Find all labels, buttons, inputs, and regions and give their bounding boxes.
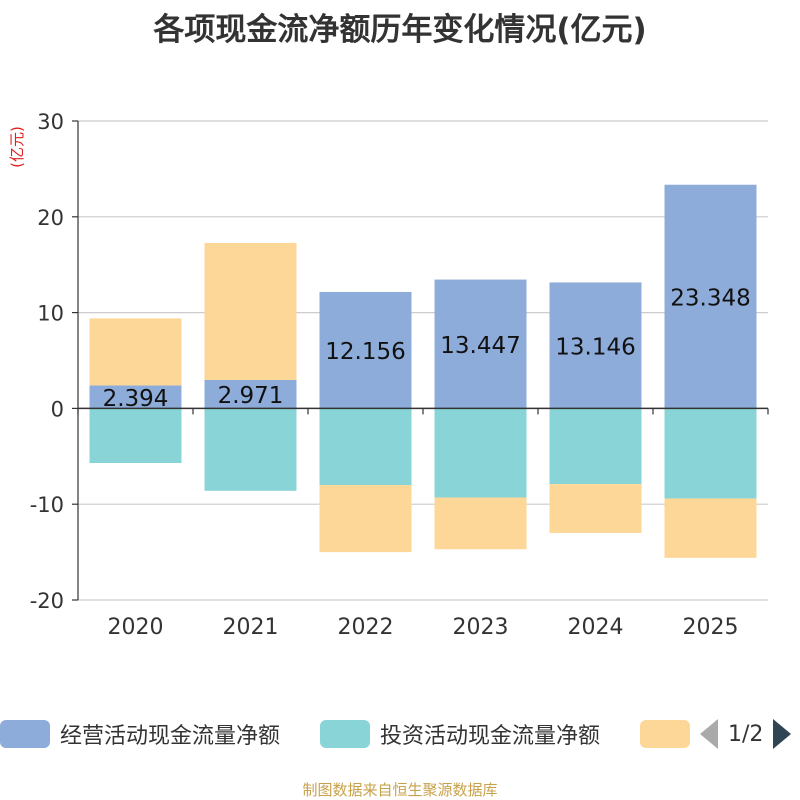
y-tick-label: 30 [37,110,64,134]
y-tick-label: 20 [37,206,64,230]
x-tick-label: 2021 [223,615,279,640]
legend-label-operating: 经营活动现金流量净额 [60,724,281,749]
data-label: 12.156 [325,339,405,365]
bar-investing [549,408,642,485]
bar-operating [89,385,182,409]
y-tick-label: -10 [30,493,64,517]
bar-investing [434,408,527,498]
bar-operating [664,184,757,409]
bar-investing [319,408,412,486]
bar-operating [204,379,297,409]
data-label: 2.971 [218,383,284,409]
y-tick-label: 0 [51,397,64,421]
legend-item-investing[interactable]: 投资活动现金流量净额 [320,716,600,752]
chart-plot: 30 20 10 0 -10 -20 (亿元) 2.394 2.971 12.156 13.447 1… [8,110,769,640]
bar-operating [549,282,642,409]
legend-item-operating[interactable]: 经营活动现金流量净额 [0,716,280,752]
x-tick-label: 2022 [338,615,394,640]
data-label: 13.146 [555,334,635,360]
chart-title: 各项现金流净额历年变化情况(亿元) [153,12,647,48]
bar-financing [434,497,527,550]
x-tick-label: 2025 [683,615,739,640]
legend: 经营活动现金流量净额 投资活动现金流量净额 1/2 [0,716,800,756]
bar-financing [549,484,642,533]
pager-text: 1/2 [728,721,764,747]
legend-label-investing: 投资活动现金流量净额 [380,724,601,749]
y-axis-label: (亿元) [8,126,26,168]
bar-financing [664,498,757,558]
bar-financing [204,242,297,380]
source-note: 制图数据来自恒生聚源数据库 [302,781,498,799]
y-tick-label: -20 [30,589,64,613]
x-tick-label: 2020 [108,615,164,640]
legend-swatch-financing [640,720,690,748]
data-label: 2.394 [103,386,169,412]
data-label: 23.348 [670,286,750,312]
bar-operating [434,279,527,409]
x-tick-label: 2023 [453,615,509,640]
data-label: 13.447 [440,333,520,359]
bar-financing [319,485,412,553]
pager-next-icon[interactable] [773,719,792,749]
y-tick-label: 10 [37,302,64,326]
bar-investing [204,408,297,491]
bar-operating [319,291,412,409]
x-tick-label: 2024 [568,615,624,640]
legend-item-financing[interactable] [640,716,700,752]
legend-swatch-investing [320,720,370,748]
pager-prev-icon[interactable] [700,719,718,749]
bar-investing [89,408,182,464]
bar-investing [664,408,757,499]
bar-financing [89,318,182,386]
legend-swatch-operating [0,720,50,748]
legend-pager: 1/2 [700,716,792,752]
